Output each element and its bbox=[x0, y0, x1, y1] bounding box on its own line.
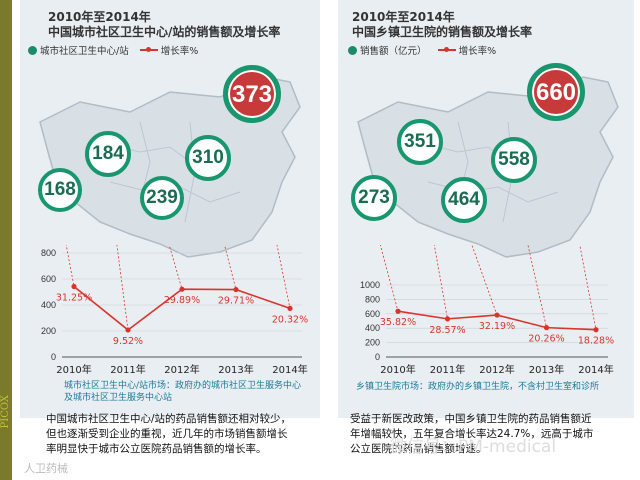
growth-rate-label: 20.32% bbox=[272, 314, 308, 325]
y-tick-label: 400 bbox=[365, 323, 380, 333]
growth-rate-point bbox=[494, 312, 500, 318]
growth-rate-label: 9.52% bbox=[113, 336, 143, 347]
source-watermark: 人卫药械 bbox=[24, 462, 68, 475]
legend-line-label: 增长率% bbox=[160, 46, 199, 57]
growth-rate-point bbox=[71, 283, 77, 290]
bubble-connector bbox=[168, 245, 183, 290]
growth-rate-label: 28.57% bbox=[429, 325, 465, 336]
bubble-connector bbox=[224, 245, 237, 290]
bubble-connector bbox=[471, 245, 498, 316]
growth-rate-label: 20.26% bbox=[528, 334, 564, 345]
growth-rate-label: 32.19% bbox=[479, 321, 515, 332]
desc-line-3: 率明显快于城市公立医院药品销售额的增长率。 bbox=[46, 443, 267, 455]
desc-line-2: 年增幅较快，五年复合增长率达24.7%，远高于城市 bbox=[350, 428, 594, 440]
bubble-connector bbox=[379, 245, 399, 312]
y-tick-label: 600 bbox=[365, 309, 380, 319]
y-tick-label: 400 bbox=[41, 300, 56, 310]
x-tick-label: 2011年 bbox=[430, 363, 465, 376]
growth-rate-label: 18.28% bbox=[578, 336, 614, 347]
sales-value-bubble: 558 bbox=[491, 137, 537, 183]
legend: 城市社区卫生中心/站 增长率% bbox=[28, 43, 198, 57]
left-accent-bar: PICOX bbox=[0, 0, 12, 480]
growth-rate-label: 31.25% bbox=[56, 293, 92, 304]
wechat-watermark: 微信号：PM-medical bbox=[390, 437, 557, 457]
sales-value-bubble: 239 bbox=[140, 176, 184, 220]
title-main: 中国城市社区卫生中心/站的销售额及增长率 bbox=[48, 25, 281, 39]
legend-bar-label: 销售额（亿元） bbox=[360, 46, 427, 57]
x-tick-label: 2014年 bbox=[272, 363, 307, 376]
growth-rate-label: 29.89% bbox=[164, 295, 200, 306]
x-tick-label: 2010年 bbox=[56, 363, 91, 376]
note-line-1: 城市社区卫生中心/站市场：政府办的城市社区卫生服务中心 bbox=[64, 381, 302, 391]
left-description: 中国城市社区卫生中心/站的药品销售额还相对较少， 但也逐渐受到企业的重视，近几年… bbox=[46, 412, 291, 457]
sales-value-bubble: 660 bbox=[527, 63, 585, 121]
china-map-illustration bbox=[39, 76, 301, 258]
growth-rate-chart: 0 200 400 600 800 2010年 2011年 2012年 2013年 2014年 31… bbox=[41, 245, 308, 376]
legend-dot-icon bbox=[348, 46, 357, 55]
bubble-connector bbox=[433, 245, 448, 319]
legend-line-icon bbox=[139, 47, 158, 52]
x-tick-label: 2013年 bbox=[218, 363, 253, 376]
legend-bar-label: 城市社区卫生中心/站 bbox=[40, 46, 129, 57]
market-definition-note: 城市社区卫生中心/站市场：政府办的城市社区卫生服务中心 及城市社区卫生服务中心站 bbox=[64, 380, 301, 404]
desc-line-1: 受益于新医改政策，中国乡镇卫生院的药品销售额近 bbox=[350, 413, 592, 425]
x-tick-label: 2014年 bbox=[578, 363, 613, 376]
y-tick-label: 200 bbox=[41, 326, 56, 336]
desc-line-3: 公立医院的药品销售额增速。 bbox=[350, 443, 487, 455]
legend-line-label: 增长率% bbox=[458, 46, 497, 57]
x-tick-label: 2013年 bbox=[529, 363, 564, 376]
y-tick-label: 800 bbox=[365, 294, 380, 304]
sales-value-bubble: 464 bbox=[441, 177, 487, 223]
market-definition-note: 乡镇卫生院市场：政府办的乡镇卫生院，不含村卫生室和诊所 bbox=[356, 381, 599, 393]
legend-dot-icon bbox=[28, 46, 37, 55]
legend: 销售额（亿元） 增长率% bbox=[348, 43, 496, 57]
legend-line-icon bbox=[437, 47, 456, 52]
y-tick-label: 800 bbox=[41, 248, 56, 258]
side-label: PICOX bbox=[0, 395, 11, 429]
growth-rate-point bbox=[593, 327, 599, 333]
right-description: 受益于新医改政策，中国乡镇卫生院的药品销售额近 年增幅较快，五年复合增长率达24… bbox=[350, 412, 630, 457]
growth-rate-label: 29.71% bbox=[218, 296, 254, 307]
bubble-connector bbox=[65, 245, 75, 287]
y-tick-label: 0 bbox=[51, 352, 56, 362]
right-panel: 2010年至2014年 中国乡镇卫生院的销售额及增长率 销售额（亿元） 增长率%… bbox=[338, 0, 634, 418]
title-years: 2010年至2014年 bbox=[352, 10, 455, 24]
growth-rate-point bbox=[233, 286, 239, 293]
title-main: 中国乡镇卫生院的销售额及增长率 bbox=[352, 25, 533, 39]
y-tick-label: 600 bbox=[41, 274, 56, 284]
x-tick-label: 2011年 bbox=[110, 363, 145, 376]
sales-value-bubble: 373 bbox=[223, 65, 281, 123]
x-tick-label: 2012年 bbox=[164, 363, 199, 376]
bubble-connector bbox=[116, 245, 129, 331]
desc-line-2: 但也逐渐受到企业的重视，近几年的市场销售额增长 bbox=[46, 428, 288, 440]
sales-value-bubble: 310 bbox=[185, 135, 231, 181]
sales-value-bubble: 184 bbox=[85, 131, 131, 177]
note-line-2: 及城市社区卫生服务中心站 bbox=[64, 393, 173, 403]
x-tick-label: 2012年 bbox=[479, 363, 514, 376]
sales-value-bubble: 168 bbox=[38, 168, 82, 212]
growth-rate-point bbox=[125, 327, 131, 333]
desc-line-1: 中国城市社区卫生中心/站的药品销售额还相对较少， bbox=[46, 413, 292, 425]
note-line-1: 乡镇卫生院市场：政府办的乡镇卫生院，不含村卫生室和诊所 bbox=[356, 382, 600, 392]
bubble-connector bbox=[579, 245, 597, 330]
bubble-connector bbox=[276, 245, 291, 309]
growth-rate-label: 35.82% bbox=[380, 317, 416, 328]
y-tick-label: 1000 bbox=[360, 280, 380, 290]
x-tick-label: 2010年 bbox=[380, 363, 415, 376]
bubble-connector bbox=[527, 245, 547, 328]
chart-title: 2010年至2014年 中国乡镇卫生院的销售额及增长率 bbox=[352, 10, 532, 40]
title-years: 2010年至2014年 bbox=[48, 10, 151, 24]
left-panel: 2010年至2014年 中国城市社区卫生中心/站的销售额及增长率 城市社区卫生中… bbox=[20, 0, 320, 418]
y-tick-label: 0 bbox=[375, 352, 380, 362]
china-map-illustration bbox=[357, 76, 619, 258]
sales-value-bubble: 351 bbox=[397, 119, 443, 165]
sales-value-bubble: 273 bbox=[351, 175, 397, 221]
chart-title: 2010年至2014年 中国城市社区卫生中心/站的销售额及增长率 bbox=[48, 10, 280, 40]
growth-rate-line bbox=[73, 285, 291, 331]
growth-rate-point bbox=[395, 308, 401, 314]
growth-rate-chart: 0 200 400 600 800 1000 2010年 2011年 2012年 2013年 201… bbox=[360, 245, 614, 376]
y-tick-label: 200 bbox=[365, 338, 380, 348]
